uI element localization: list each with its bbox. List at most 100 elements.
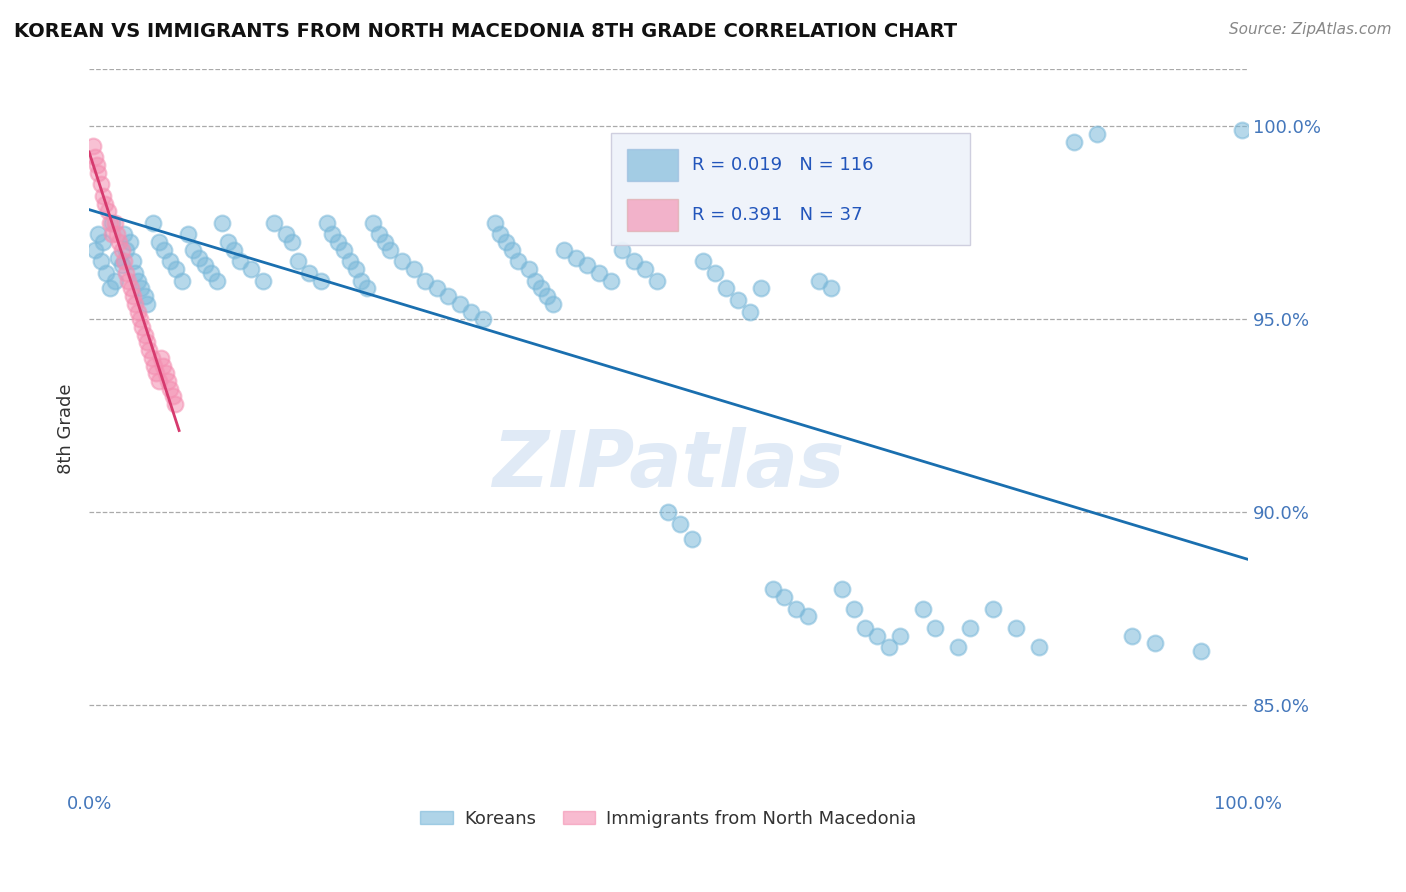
Point bbox=[506, 254, 529, 268]
Point bbox=[1028, 640, 1050, 655]
Point bbox=[541, 297, 564, 311]
Point bbox=[86, 158, 108, 172]
Point bbox=[1230, 123, 1253, 137]
Point bbox=[87, 227, 110, 242]
Point bbox=[122, 289, 145, 303]
Point bbox=[105, 227, 128, 242]
Point bbox=[669, 516, 692, 531]
Point bbox=[599, 274, 621, 288]
Point bbox=[361, 216, 384, 230]
FancyBboxPatch shape bbox=[627, 199, 678, 231]
Point bbox=[374, 235, 396, 249]
Point bbox=[576, 258, 599, 272]
Point bbox=[281, 235, 304, 249]
Point bbox=[333, 243, 356, 257]
Point bbox=[536, 289, 558, 303]
Point bbox=[657, 505, 679, 519]
Point bbox=[124, 266, 146, 280]
Point bbox=[449, 297, 471, 311]
Point bbox=[981, 601, 1004, 615]
Point bbox=[472, 312, 495, 326]
Point bbox=[211, 216, 233, 230]
Point bbox=[437, 289, 460, 303]
Point bbox=[83, 243, 105, 257]
Point bbox=[108, 235, 131, 249]
Point bbox=[328, 235, 350, 249]
Point bbox=[877, 640, 900, 655]
Text: R = 0.019   N = 116: R = 0.019 N = 116 bbox=[692, 156, 873, 174]
Point bbox=[820, 281, 842, 295]
Text: Source: ZipAtlas.com: Source: ZipAtlas.com bbox=[1229, 22, 1392, 37]
Point bbox=[155, 366, 177, 380]
Point bbox=[367, 227, 389, 242]
Point bbox=[855, 621, 877, 635]
Point bbox=[946, 640, 969, 655]
Point bbox=[103, 274, 125, 288]
Point bbox=[131, 320, 153, 334]
Point bbox=[1191, 644, 1213, 658]
Point bbox=[553, 243, 575, 257]
Point bbox=[143, 359, 166, 373]
Point bbox=[959, 621, 981, 635]
Point bbox=[274, 227, 297, 242]
Point bbox=[82, 138, 104, 153]
Point bbox=[339, 254, 361, 268]
Point bbox=[103, 216, 125, 230]
Point bbox=[738, 304, 761, 318]
Point bbox=[101, 227, 124, 242]
Point bbox=[530, 281, 553, 295]
Point bbox=[785, 601, 807, 615]
Point bbox=[112, 254, 135, 268]
Point bbox=[924, 621, 946, 635]
Point bbox=[91, 189, 114, 203]
Point bbox=[727, 293, 749, 307]
Point bbox=[1063, 135, 1085, 149]
Point bbox=[1121, 629, 1143, 643]
Point bbox=[142, 216, 165, 230]
Point bbox=[501, 243, 523, 257]
Point bbox=[773, 590, 796, 604]
Point bbox=[749, 281, 772, 295]
Point bbox=[1085, 127, 1108, 141]
Point bbox=[217, 235, 239, 249]
Point bbox=[222, 243, 245, 257]
Point bbox=[762, 582, 785, 597]
Point bbox=[96, 266, 118, 280]
Point bbox=[156, 374, 179, 388]
Point bbox=[356, 281, 378, 295]
Point bbox=[112, 227, 135, 242]
Point bbox=[122, 254, 145, 268]
Point bbox=[228, 254, 250, 268]
FancyBboxPatch shape bbox=[627, 149, 678, 181]
Point bbox=[94, 196, 117, 211]
Point bbox=[796, 609, 818, 624]
Point bbox=[152, 359, 174, 373]
Point bbox=[252, 274, 274, 288]
Point bbox=[240, 262, 263, 277]
Point bbox=[287, 254, 309, 268]
Point bbox=[159, 382, 181, 396]
Point bbox=[1144, 636, 1167, 650]
Point bbox=[145, 366, 167, 380]
Point bbox=[524, 274, 547, 288]
Point bbox=[117, 274, 139, 288]
Point bbox=[692, 254, 714, 268]
Point bbox=[159, 254, 181, 268]
Point bbox=[831, 582, 853, 597]
Point bbox=[110, 258, 132, 272]
Point bbox=[188, 251, 211, 265]
Point bbox=[87, 166, 110, 180]
Point bbox=[484, 216, 506, 230]
Point bbox=[170, 274, 193, 288]
Point bbox=[115, 266, 138, 280]
Point bbox=[1005, 621, 1028, 635]
Point bbox=[138, 343, 160, 358]
Point bbox=[634, 262, 657, 277]
Point bbox=[391, 254, 413, 268]
Point bbox=[183, 243, 205, 257]
Text: KOREAN VS IMMIGRANTS FROM NORTH MACEDONIA 8TH GRADE CORRELATION CHART: KOREAN VS IMMIGRANTS FROM NORTH MACEDONI… bbox=[14, 22, 957, 41]
Point bbox=[623, 254, 645, 268]
Point bbox=[703, 266, 725, 280]
Point bbox=[162, 389, 184, 403]
Point bbox=[165, 262, 187, 277]
